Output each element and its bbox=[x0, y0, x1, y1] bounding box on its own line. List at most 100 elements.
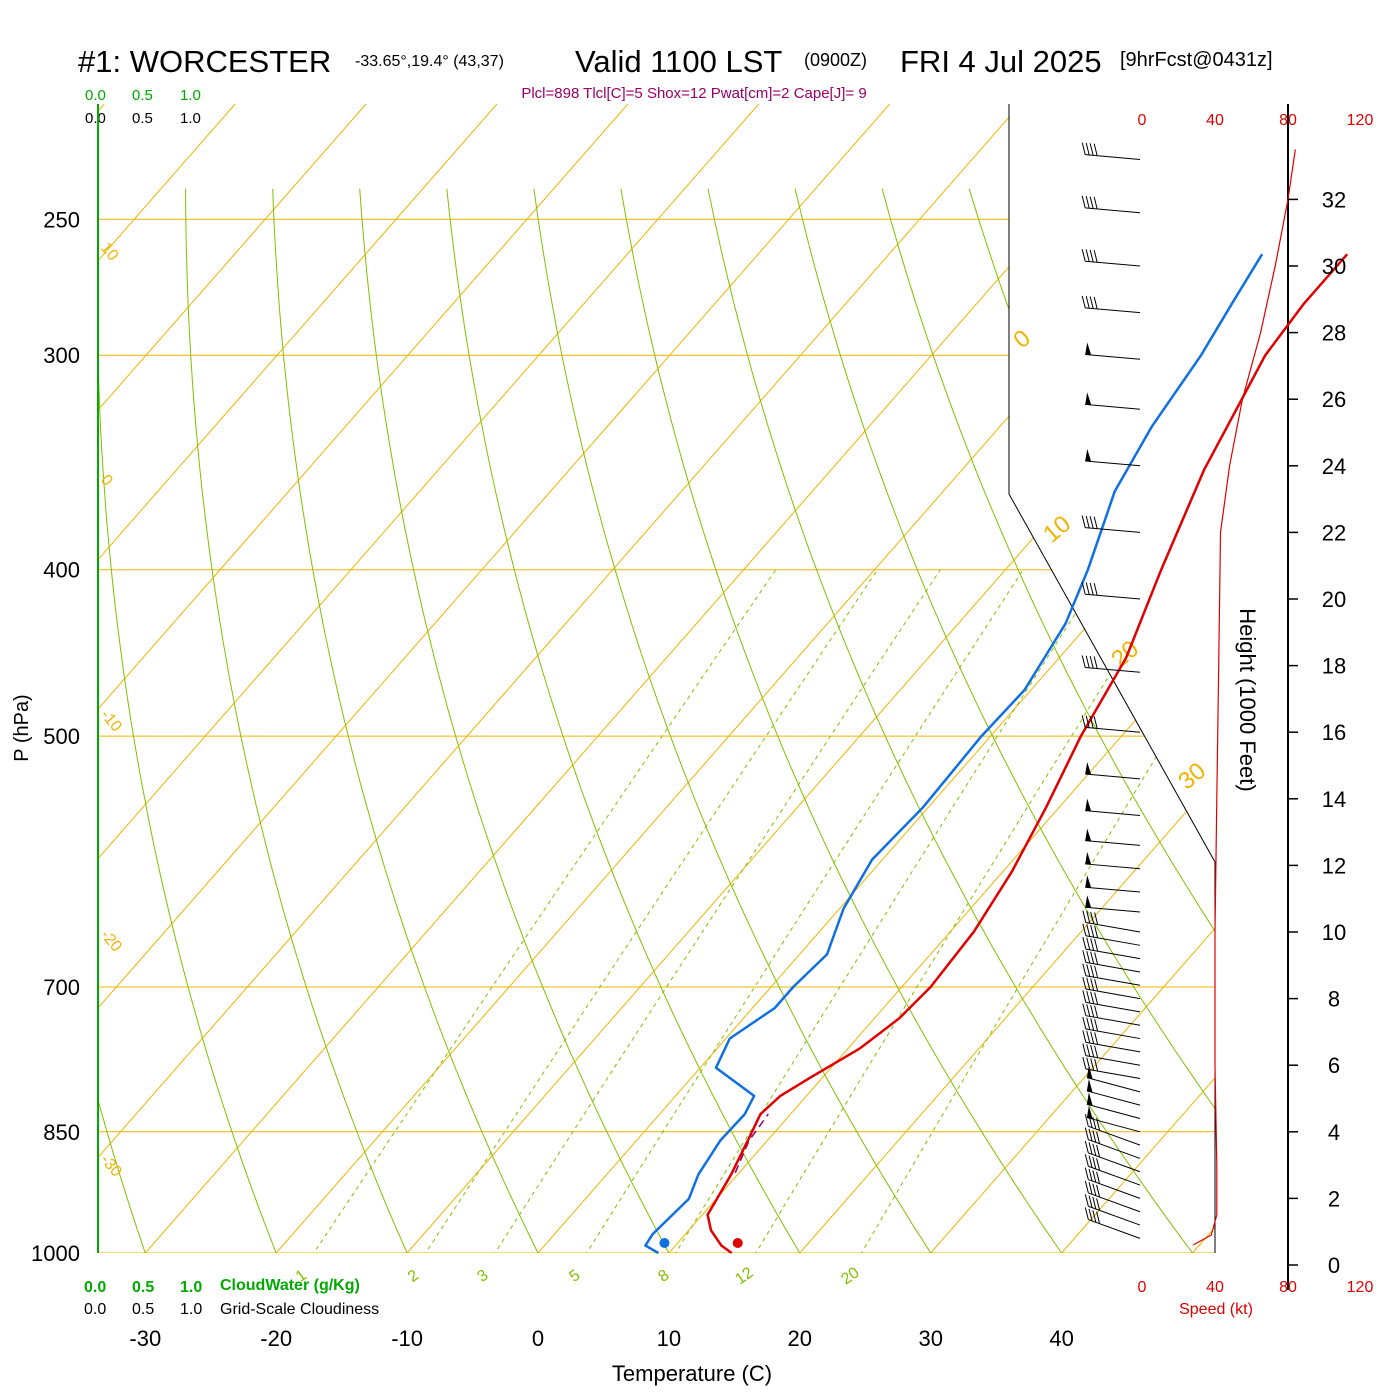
wind-barb-flag bbox=[1090, 1031, 1095, 1044]
mixing-ratio-line bbox=[289, 569, 777, 1253]
height-tick-label: 2 bbox=[1328, 1186, 1340, 1211]
x-tick-label: 20 bbox=[788, 1326, 812, 1351]
height-tick-label: 4 bbox=[1328, 1120, 1340, 1145]
wind-barb bbox=[1082, 1043, 1141, 1066]
height-tick-label: 10 bbox=[1322, 920, 1346, 945]
height-tick-label: 0 bbox=[1328, 1253, 1340, 1278]
plot-right-border bbox=[1008, 104, 1216, 1253]
wind-barb-flag bbox=[1094, 1032, 1099, 1045]
wind-barb-flag bbox=[1086, 977, 1091, 990]
wind-barb-pennant bbox=[1086, 1105, 1093, 1120]
speed-bottom-0: 0 bbox=[1138, 1279, 1147, 1296]
wind-barb-flag bbox=[1092, 1183, 1097, 1196]
wind-barb bbox=[1086, 1092, 1141, 1119]
mixing-ratio-line bbox=[652, 569, 1104, 1253]
wind-barb-flag bbox=[1081, 142, 1086, 155]
wind-barb-flag bbox=[1094, 1045, 1099, 1058]
isotherm-line bbox=[98, 104, 105, 1253]
dry-adiabat-line bbox=[1055, 188, 1215, 1253]
wind-barb-staff bbox=[1085, 307, 1141, 314]
cloud-black-btick-0: 0.0 bbox=[84, 1301, 106, 1318]
height-tick-label: 32 bbox=[1322, 187, 1346, 212]
wind-barb bbox=[1085, 798, 1141, 816]
wind-barb-flag bbox=[1081, 249, 1086, 262]
wind-barb-flag bbox=[1094, 1058, 1099, 1072]
wind-barb-staff bbox=[1085, 207, 1141, 214]
wind-barb-pennant bbox=[1085, 342, 1092, 355]
wind-barb-flag bbox=[1086, 964, 1091, 977]
isotherm-line bbox=[98, 104, 1021, 1253]
wind-barb-flag bbox=[1086, 911, 1091, 924]
wind-barb-staff bbox=[1088, 1125, 1141, 1146]
wind-barb bbox=[1082, 936, 1141, 960]
dry-adiabat-line bbox=[620, 188, 1088, 1253]
wind-barb-flag bbox=[1092, 1210, 1097, 1223]
height-tick-label: 18 bbox=[1322, 654, 1346, 679]
wind-barb-staff bbox=[1088, 1139, 1141, 1159]
stability-indices: Plcl=898 Tlcl[C]=5 Shox=12 Pwat[cm]=2 Ca… bbox=[521, 85, 866, 102]
height-tick-label: 28 bbox=[1322, 321, 1346, 346]
mixing-ratio-label: 20 bbox=[838, 1264, 862, 1288]
wind-barb bbox=[1085, 762, 1141, 780]
wind-barb-staff bbox=[1088, 1192, 1141, 1213]
wind-barb-pennant bbox=[1085, 895, 1092, 908]
x-tick-label: -20 bbox=[260, 1326, 292, 1351]
wind-barb-pennant bbox=[1085, 798, 1092, 812]
wind-barb-flag bbox=[1082, 1030, 1087, 1043]
wind-barb-flag bbox=[1094, 952, 1099, 965]
wind-barb bbox=[1082, 950, 1141, 973]
speed-top-120: 120 bbox=[1347, 112, 1374, 129]
wind-barb-flag bbox=[1090, 1044, 1095, 1058]
wind-barb-staff bbox=[1088, 1219, 1141, 1239]
wind-barb-flag bbox=[1093, 583, 1098, 596]
wind-barb-flag bbox=[1084, 1180, 1089, 1194]
x-tick-label: 40 bbox=[1049, 1326, 1073, 1351]
mixing-ratio-label: 2 bbox=[405, 1267, 422, 1286]
dry-adiabat-line bbox=[185, 188, 425, 1253]
wind-barb bbox=[1081, 715, 1141, 733]
y-axis-title: P (hPa) bbox=[11, 694, 33, 761]
wind-barb bbox=[1081, 582, 1141, 600]
isotherm-label-left: -10 bbox=[97, 707, 125, 736]
mixing-ratio-label: 5 bbox=[566, 1267, 583, 1286]
mixing-ratio-line bbox=[733, 569, 1176, 1253]
isotherm-label-left: 10 bbox=[97, 240, 122, 265]
wind-barb-flag bbox=[1081, 582, 1086, 595]
pressure-tick-label: 300 bbox=[43, 343, 80, 368]
wind-barb-flag bbox=[1088, 1182, 1093, 1195]
wind-barb-flag bbox=[1084, 1207, 1089, 1220]
wind-barb-flag bbox=[1085, 515, 1090, 529]
wind-barb-pennant bbox=[1086, 1092, 1093, 1106]
cloud-black-tick-0: 0.0 bbox=[85, 110, 106, 127]
wind-barb-flag bbox=[1082, 963, 1087, 976]
wind-barb-staff bbox=[1085, 1015, 1141, 1026]
wind-barb bbox=[1082, 910, 1141, 933]
wind-barb-pennant bbox=[1085, 875, 1092, 888]
wind-barb-flag bbox=[1085, 142, 1090, 156]
cloud-scale-top: 0.0 0.5 1.0 0.0 0.5 1.0 bbox=[85, 87, 201, 127]
dry-adiabat-line bbox=[446, 188, 823, 1253]
height-tick-label: 16 bbox=[1322, 720, 1346, 745]
temperature-line bbox=[706, 253, 1349, 1255]
isotherm-line bbox=[98, 104, 236, 1253]
wind-barb-flag bbox=[1089, 715, 1094, 729]
wind-barb-flag bbox=[1081, 295, 1086, 308]
wind-barb-flag bbox=[1096, 1171, 1101, 1184]
wind-barb-flag bbox=[1082, 990, 1087, 1003]
wind-barb bbox=[1084, 1167, 1141, 1199]
cloud-green-tick-0: 0.0 bbox=[85, 87, 106, 104]
cloud-green-tick-2: 1.0 bbox=[180, 87, 201, 104]
cloud-green-btick-2: 1.0 bbox=[180, 1279, 202, 1296]
wind-barb-flag bbox=[1094, 992, 1099, 1005]
wind-barb-flag bbox=[1088, 1128, 1093, 1142]
surface-temperature-point bbox=[732, 1238, 743, 1248]
wind-barb-staff bbox=[1085, 840, 1141, 846]
skewt-grid bbox=[98, 104, 1215, 1253]
x-tick-label: 10 bbox=[657, 1326, 681, 1351]
wind-barb-flag bbox=[1082, 910, 1087, 923]
wind-barb-staff bbox=[1088, 1165, 1141, 1186]
x-tick-label: 0 bbox=[532, 1326, 544, 1351]
wind-barb-flag bbox=[1082, 1016, 1087, 1030]
wind-barb-flag bbox=[1081, 515, 1086, 528]
mixing-ratio-label: 8 bbox=[655, 1267, 672, 1286]
